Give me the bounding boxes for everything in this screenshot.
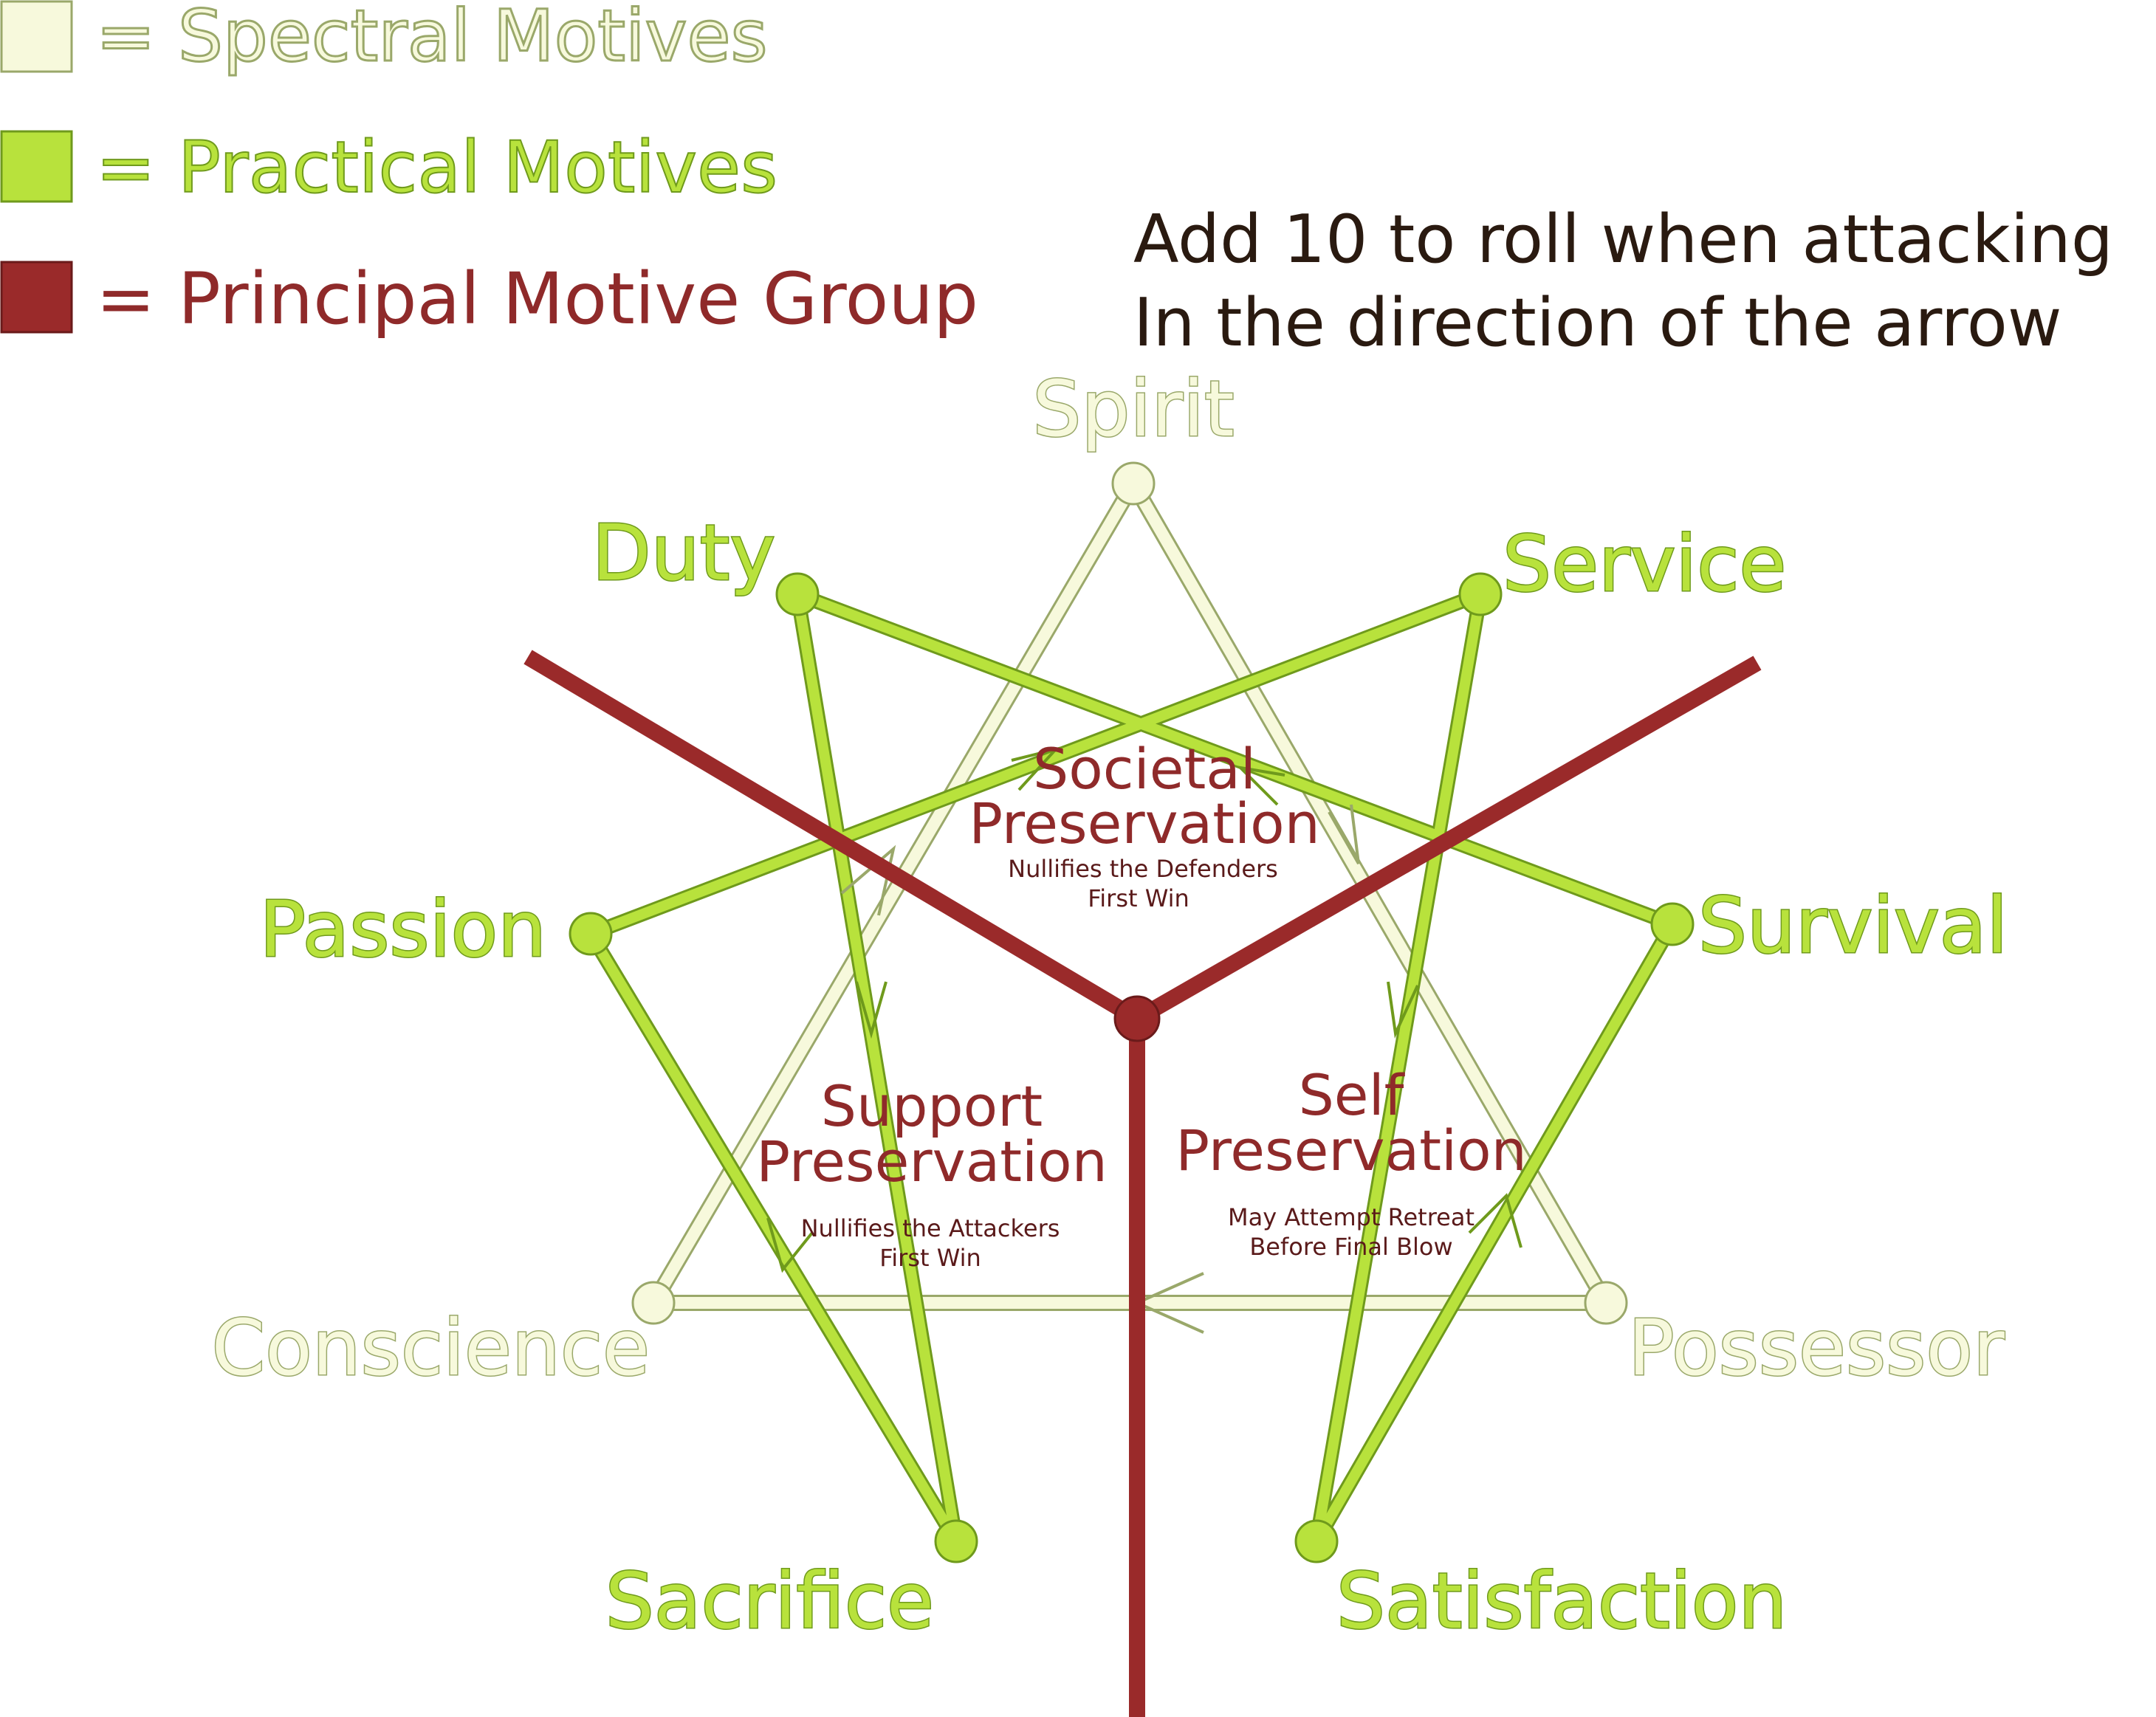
legend-swatch-principal [0, 261, 73, 334]
group-self-sub-2: Before Final Blow [1249, 1233, 1452, 1261]
node-label-service: Service [1503, 519, 1786, 609]
group-self: Self Preservation May Attempt Retreat Be… [1175, 1062, 1527, 1261]
legend-swatch-practical [0, 130, 73, 203]
node-label-sacrifice: Sacrifice [605, 1556, 934, 1646]
attack-note-line1: Add 10 to roll when attacking [1133, 201, 2113, 278]
arrow-spirit-to-possessor [1328, 804, 1360, 864]
group-support: Support Preservation Nullifies the Attac… [756, 1073, 1108, 1272]
node-dot-satisfaction[interactable] [1294, 1519, 1339, 1563]
group-societal-sub-2: First Win [1088, 884, 1189, 912]
arrow-survival-to-duty [1236, 765, 1285, 806]
node-label-passion: Passion [259, 884, 546, 974]
node-dot-duty[interactable] [775, 572, 820, 616]
legend-label-principal: = Principal Motive Group [96, 258, 978, 340]
group-societal-title-1: Societal [1033, 736, 1256, 802]
node-label-satisfaction: Satisfaction [1336, 1556, 1787, 1646]
group-support-title-1: Support [821, 1073, 1043, 1139]
node-labels: Spirit Conscience Possessor Duty Service… [210, 363, 2009, 1648]
node-dot-survival[interactable] [1650, 902, 1695, 946]
node-dot-conscience[interactable] [631, 1281, 676, 1325]
arrow-conscience-to-spirit [840, 844, 896, 916]
arrowheads-practical [766, 746, 1522, 1273]
group-self-title-1: Self [1299, 1062, 1406, 1128]
node-dot-sacrifice[interactable] [934, 1519, 978, 1563]
group-societal-title-2: Preservation [969, 791, 1320, 856]
node-label-spirit: Spirit [1032, 364, 1234, 454]
node-dot-service[interactable] [1458, 572, 1503, 616]
node-label-possessor: Possessor [1628, 1303, 2005, 1393]
attack-note-line2: In the direction of the arrow [1133, 284, 2061, 362]
node-label-conscience: Conscience [212, 1303, 650, 1393]
group-societal-sub-1: Nullifies the Defenders [1008, 855, 1278, 883]
group-support-sub-1: Nullifies the Attackers [801, 1214, 1060, 1242]
group-support-title-2: Preservation [756, 1129, 1108, 1194]
arrow-satisfaction-to-survival [1468, 1193, 1522, 1248]
attack-note: Add 10 to roll when attacking In the dir… [1133, 201, 2113, 362]
legend-swatch-spectral [0, 0, 73, 73]
legend: = Spectral Motives = Practical Motives =… [0, 0, 978, 340]
principal-hub [1113, 995, 1161, 1042]
legend-label-spectral: = Spectral Motives [96, 0, 768, 78]
group-self-sub-1: May Attempt Retreat [1228, 1203, 1474, 1231]
legend-label-practical: = Practical Motives [96, 126, 777, 209]
node-label-survival: Survival [1698, 881, 2008, 971]
node-dot-spirit[interactable] [1111, 461, 1156, 506]
node-dots [569, 461, 1695, 1563]
arrow-sacrifice-to-passion [766, 1217, 814, 1273]
arrow-passion-to-service [1011, 746, 1060, 791]
node-dot-possessor[interactable] [1584, 1281, 1628, 1325]
node-label-duty: Duty [592, 508, 775, 598]
node-dot-passion[interactable] [569, 912, 613, 956]
group-support-sub-2: First Win [879, 1244, 981, 1272]
arrow-service-to-satisfaction [1387, 981, 1419, 1039]
principal-group-lines [523, 650, 1762, 1717]
group-societal: Societal Preservation Nullifies the Defe… [969, 736, 1320, 912]
arrow-duty-to-sacrifice [855, 981, 888, 1039]
group-self-title-2: Preservation [1175, 1118, 1527, 1183]
